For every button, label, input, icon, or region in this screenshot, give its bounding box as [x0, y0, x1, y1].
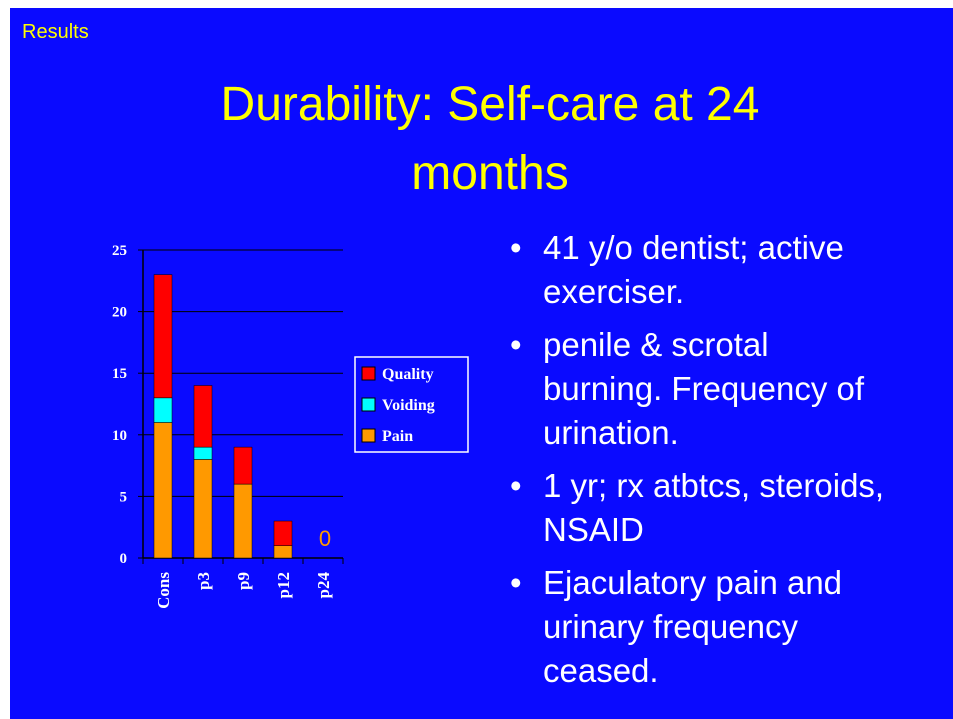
title-line: Durability: Self-care at 24	[221, 78, 760, 131]
y-tick-label: 15	[112, 366, 127, 382]
bullet: Ejaculatory pain and urinary frequency c…	[510, 561, 890, 693]
header: Results	[22, 21, 89, 43]
legend-label: Pain	[382, 428, 413, 445]
bar-segment	[193, 385, 213, 448]
bar-segment	[193, 459, 213, 559]
bullet-list: 41 y/o dentist; active exerciser. penile…	[510, 226, 890, 702]
legend-label: Voiding	[382, 397, 435, 414]
legend-swatch	[361, 366, 376, 381]
legend-swatch	[361, 397, 376, 412]
x-tick-label: p24	[314, 572, 333, 599]
y-tick-label: 20	[112, 305, 127, 321]
bar-segment	[233, 446, 253, 485]
x-tick-label: Cons	[154, 572, 173, 609]
bullet: penile & scrotal burning. Frequency of u…	[510, 323, 890, 455]
y-tick-label: 0	[120, 551, 128, 567]
x-tick-label: p12	[274, 572, 293, 598]
bar-segment	[153, 274, 173, 399]
bar-segment	[193, 446, 213, 460]
legend-swatch	[361, 428, 376, 443]
bar-segment	[273, 545, 293, 559]
x-tick-label: p3	[194, 572, 213, 590]
y-tick-label: 10	[112, 428, 127, 444]
bar-segment	[153, 397, 173, 423]
bar-segment	[273, 520, 293, 546]
bullet: 1 yr; rx atbtcs, steroids, NSAID	[510, 464, 890, 552]
title-line: months	[411, 147, 568, 200]
y-tick-label: 5	[120, 489, 128, 505]
x-tick-label: p9	[234, 572, 253, 590]
chart: Results Durability: Self-care at 24 mont…	[22, 21, 760, 609]
legend-box	[354, 356, 469, 453]
slide: Results Durability: Self-care at 24 mont…	[10, 8, 953, 719]
y-tick-label: 25	[112, 243, 127, 259]
legend-label: Quality	[382, 366, 434, 383]
bullet: 41 y/o dentist; active exerciser.	[510, 226, 890, 314]
bar-segment	[153, 422, 173, 559]
annotation: 0	[319, 526, 331, 551]
bar-segment	[233, 483, 253, 559]
